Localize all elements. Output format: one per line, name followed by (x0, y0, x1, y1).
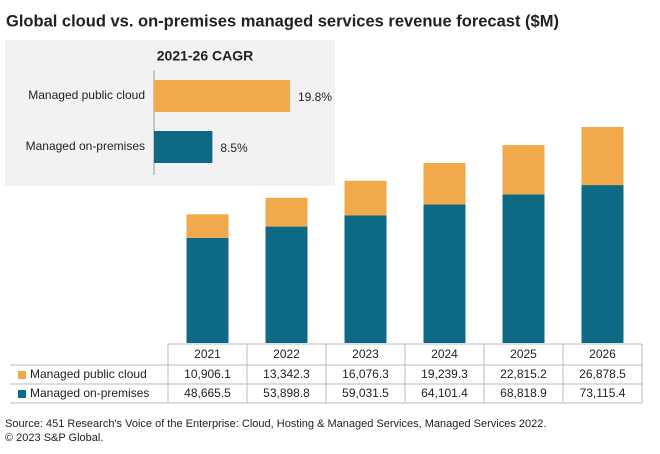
bar-segment (502, 145, 545, 195)
bar-segment (423, 204, 466, 343)
table-value: 26,878.5 (579, 367, 626, 381)
inset-title: 2021-26 CAGR (157, 48, 254, 64)
table-value: 68,818.9 (500, 386, 547, 400)
source: Source: 451 Research's Voice of the Ente… (5, 418, 546, 430)
bar-segment (265, 197, 308, 227)
bar-segment (186, 214, 229, 238)
table-value: 73,115.4 (580, 386, 626, 400)
table-value: 53,898.8 (263, 386, 310, 400)
table-value: 64,101.4 (421, 386, 468, 400)
table-value: 48,665.5 (184, 386, 231, 400)
copyright: © 2023 S&P Global. (5, 432, 103, 444)
table-value: 13,342.3 (263, 367, 310, 381)
x-tick-label: 2021 (194, 347, 221, 361)
legend-label: Managed public cloud (30, 367, 147, 381)
bar-segment (265, 226, 308, 343)
bar-segment (581, 185, 624, 343)
value-label: 8.5% (220, 141, 248, 155)
bar-segment (186, 237, 229, 343)
category-label: Managed public cloud (28, 88, 145, 102)
bar-segment (502, 194, 545, 343)
table-value: 19,239.3 (421, 367, 468, 381)
bar-segment (423, 162, 466, 205)
bar-segment (581, 127, 624, 186)
bar (154, 131, 213, 163)
bar (154, 80, 290, 112)
x-tick-label: 2023 (352, 347, 379, 361)
category-label: Managed on-premises (26, 139, 145, 153)
table-value: 16,076.3 (342, 367, 389, 381)
bar-segment (344, 180, 387, 216)
value-label: 19.8% (298, 90, 332, 104)
bar-segment (344, 215, 387, 343)
legend-label: Managed on-premises (30, 386, 149, 400)
x-tick-label: 2022 (273, 347, 300, 361)
x-tick-label: 2024 (431, 347, 458, 361)
table-value: 22,815.2 (500, 367, 547, 381)
legend-swatch (18, 390, 26, 398)
table-value: 10,906.1 (184, 367, 231, 381)
x-tick-label: 2025 (510, 347, 537, 361)
legend-swatch (18, 371, 26, 379)
table-value: 59,031.5 (342, 386, 389, 400)
x-tick-label: 2026 (589, 347, 616, 361)
chart-title: Global cloud vs. on-premises managed ser… (6, 12, 559, 30)
